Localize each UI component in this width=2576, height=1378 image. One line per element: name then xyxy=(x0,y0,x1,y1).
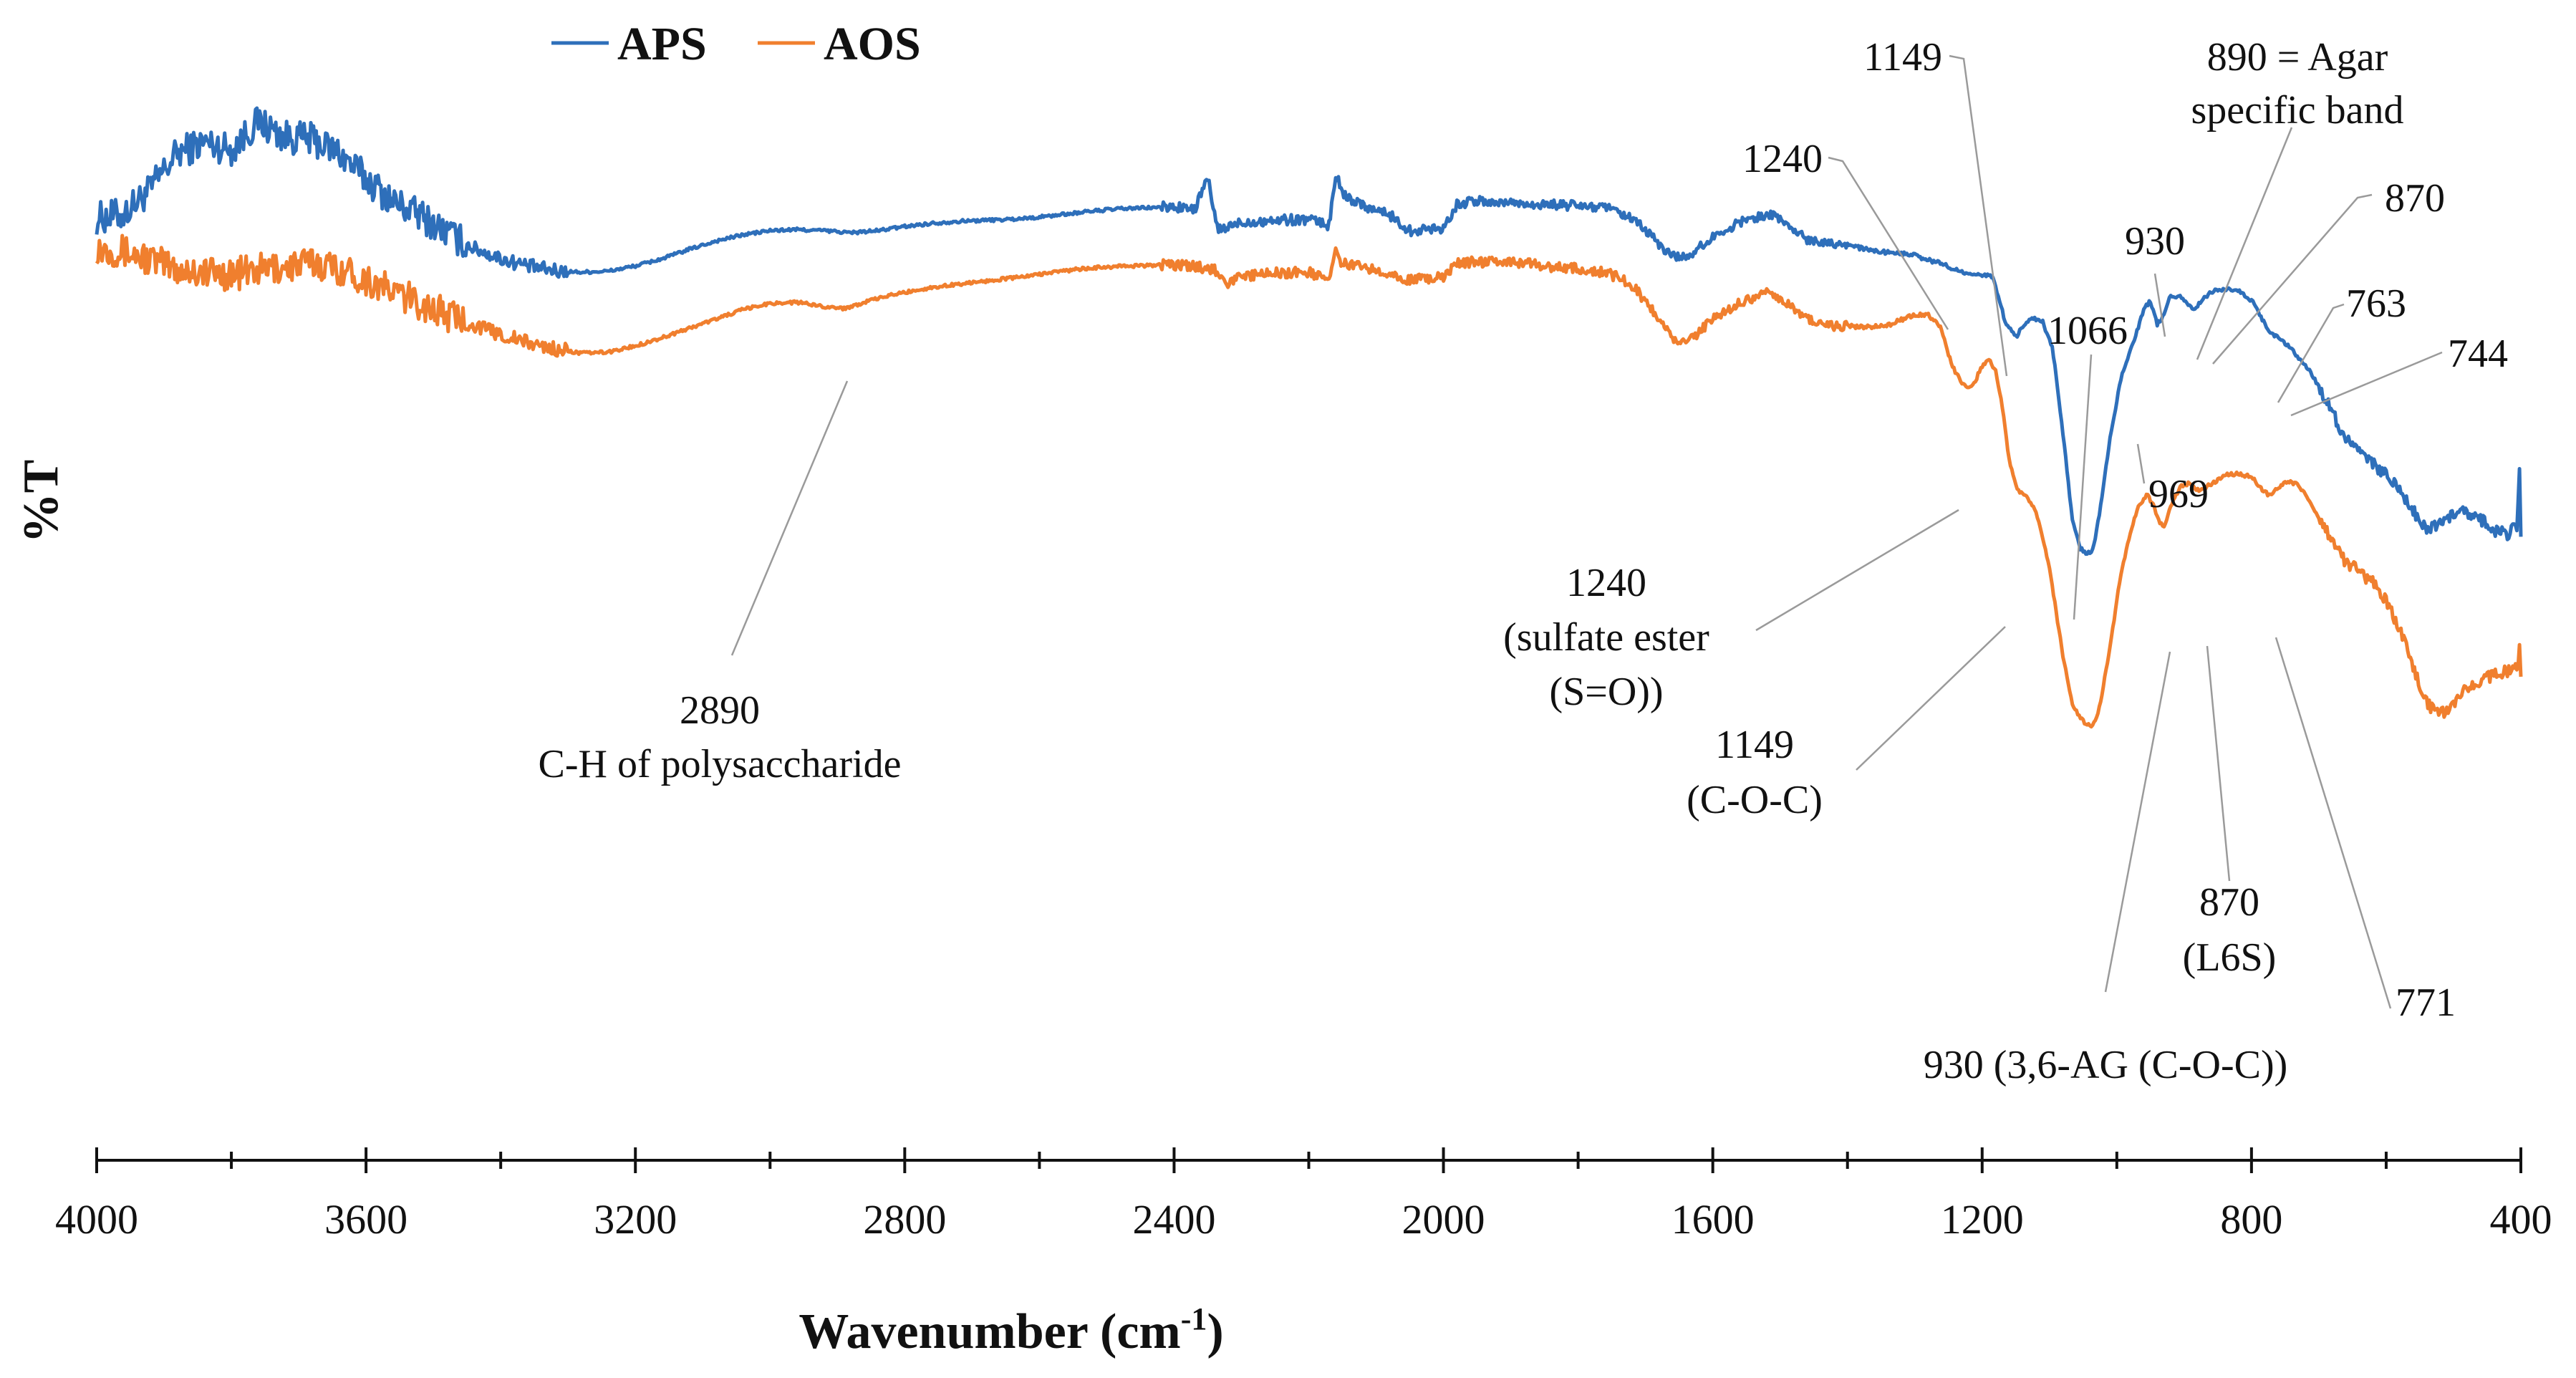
annotation-labels: 2890 C-H of polysaccharide 1240 (sulfate… xyxy=(539,35,2508,1087)
x-tick-label-2800: 2800 xyxy=(863,1196,946,1243)
annotation-890-aps-line2: specific band xyxy=(2191,88,2404,132)
series-line-aps xyxy=(95,106,2523,556)
annotation-1066-aps: 1066 xyxy=(2047,309,2128,353)
x-tick-label-800: 800 xyxy=(2220,1196,2282,1243)
annotation-969-aps: 969 xyxy=(2148,472,2209,516)
x-tick-label-3200: 3200 xyxy=(594,1196,677,1243)
leader-763-aps xyxy=(2277,303,2345,403)
leader-2890 xyxy=(730,380,849,656)
x-tick-label-4000: 4000 xyxy=(55,1196,138,1243)
annotation-930-aos: 930 (3,6-AG (C-O-C)) xyxy=(1924,1043,2288,1087)
x-tick-label-1200: 1200 xyxy=(1941,1196,2024,1243)
annotation-744-aps: 744 xyxy=(2448,332,2508,376)
annotation-1149-aos-desc: (C-O-C) xyxy=(1687,778,1823,822)
y-axis-title: %T xyxy=(14,460,69,544)
leader-930-aps xyxy=(2153,273,2166,337)
annotation-870-aps: 870 xyxy=(2385,176,2445,221)
annotation-leaders xyxy=(730,54,2443,1009)
legend-label-aps: APS xyxy=(617,18,707,70)
leader-890-aps xyxy=(2196,127,2293,360)
annotation-2890-value: 2890 xyxy=(680,688,760,733)
legend: APS AOS xyxy=(551,18,921,70)
x-axis-ticks: 4000 3600 3200 2800 2400 2000 1600 1200 800 400 xyxy=(55,1147,2552,1243)
leader-1066-aps xyxy=(2073,354,2093,620)
leader-1240-aos xyxy=(1755,509,1959,632)
annotation-1240-aos-desc2: (S=O)) xyxy=(1549,670,1663,714)
x-tick-label-1600: 1600 xyxy=(1671,1196,1755,1243)
x-axis-title-superscript: -1 xyxy=(1181,1301,1207,1336)
annotation-1240-aos-desc1: (sulfate ester xyxy=(1503,615,1709,660)
annotation-1240-aos-value: 1240 xyxy=(1566,561,1646,605)
leader-1149-aos xyxy=(1856,626,2006,771)
annotation-1149-aps: 1149 xyxy=(1863,35,1942,80)
x-tick-label-3600: 3600 xyxy=(324,1196,407,1243)
leader-1240-aps xyxy=(1828,156,1949,330)
leader-969-aps xyxy=(2136,443,2146,484)
annotation-1149-aos-value: 1149 xyxy=(1715,723,1794,767)
annotation-870-aos-desc: (L6S) xyxy=(2183,935,2277,980)
leader-870-aps xyxy=(2212,193,2373,365)
annotation-1240-aps: 1240 xyxy=(1742,137,1823,181)
leader-771-aos xyxy=(2274,637,2392,1009)
x-tick-label-2000: 2000 xyxy=(1402,1196,1485,1243)
x-tick-label-400: 400 xyxy=(2490,1196,2552,1243)
leader-870-aos xyxy=(2206,645,2231,882)
legend-label-aos: AOS xyxy=(824,18,921,70)
annotation-930-aps: 930 xyxy=(2125,219,2185,264)
x-axis-title-suffix: ) xyxy=(1207,1304,1223,1359)
leader-930-aos xyxy=(2104,651,2171,993)
leader-744-aps xyxy=(2290,351,2443,417)
series-layer xyxy=(95,106,2523,729)
x-axis-title: Wavenumber (cm-1) xyxy=(799,1301,1223,1359)
annotation-763-aps: 763 xyxy=(2346,281,2406,326)
annotation-870-aos-value: 870 xyxy=(2199,880,2259,925)
annotation-890-aps-line1: 890 = Agar xyxy=(2207,35,2388,80)
x-axis-title-main: Wavenumber (cm xyxy=(799,1304,1180,1359)
annotation-771-aos: 771 xyxy=(2396,980,2456,1025)
annotation-2890-desc: C-H of polysaccharide xyxy=(539,742,902,786)
x-tick-label-2400: 2400 xyxy=(1132,1196,1215,1243)
leader-1149-aps xyxy=(1949,54,2008,377)
series-line-aos xyxy=(95,233,2523,729)
